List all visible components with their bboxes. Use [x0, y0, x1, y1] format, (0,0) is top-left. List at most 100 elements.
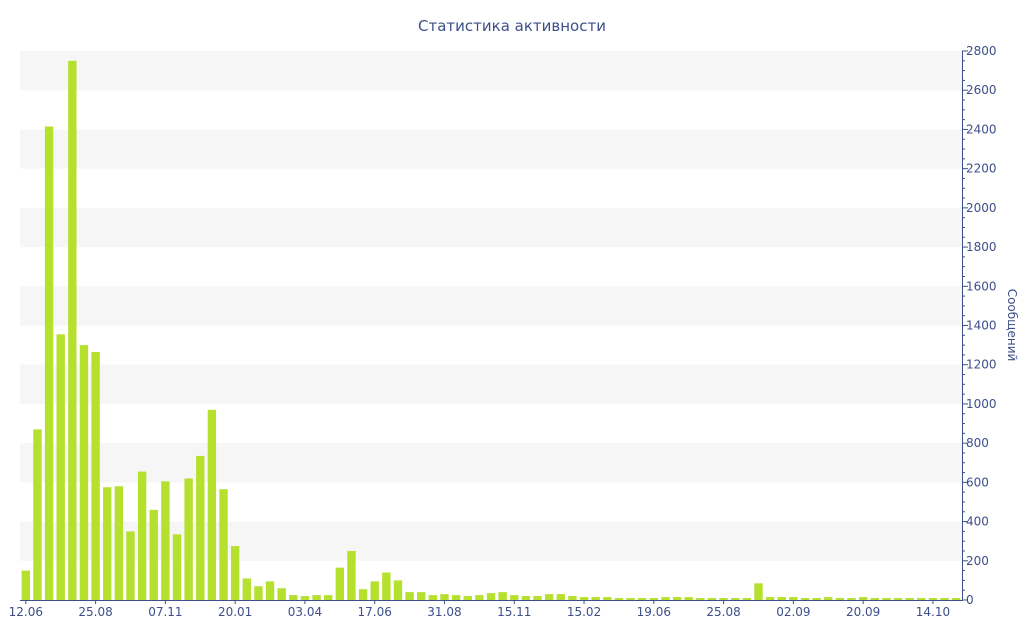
x-tick-label: 20.09 [846, 605, 880, 619]
bars [21, 60, 961, 601]
x-tick-label: 12.06 [9, 605, 43, 619]
bar [765, 597, 775, 600]
bar [347, 550, 356, 600]
bar [498, 592, 507, 600]
bar [870, 598, 879, 600]
y-tick-label: 200 [966, 554, 989, 568]
bar [858, 597, 868, 600]
y-tick-label: 1000 [966, 397, 997, 411]
y-tick-label: 0 [966, 593, 974, 607]
bar [940, 598, 949, 600]
bar [161, 481, 170, 600]
x-tick-label: 03.04 [288, 605, 322, 619]
x-tick-label: 02.09 [776, 605, 810, 619]
bar [417, 592, 426, 600]
bar [219, 489, 228, 600]
x-tick-label: 14.10 [916, 605, 950, 619]
bar [172, 534, 182, 600]
bar [696, 598, 705, 600]
bar [323, 595, 333, 600]
bar [137, 471, 147, 600]
grid-band [20, 364, 962, 404]
bar [603, 597, 612, 600]
y-tick-label: 2800 [966, 44, 997, 58]
bar [242, 578, 251, 600]
y-tick-label: 2000 [966, 201, 997, 215]
bar [591, 597, 600, 600]
bar [312, 595, 321, 600]
bar [91, 351, 100, 600]
bar [812, 598, 821, 600]
bar [207, 409, 217, 600]
x-tick-label: 07.11 [148, 605, 182, 619]
bar [893, 598, 903, 600]
bar [277, 588, 286, 600]
x-tick-label: 17.06 [358, 605, 392, 619]
y-tick-label: 2400 [966, 122, 997, 136]
y-tick-label: 800 [966, 436, 989, 450]
bar [626, 598, 635, 600]
bar [579, 597, 589, 600]
bar [68, 60, 77, 600]
bar [800, 598, 810, 600]
bar [405, 592, 414, 600]
x-tick-label: 25.08 [78, 605, 112, 619]
x-tick-label: 20.01 [218, 605, 252, 619]
x-tick-label: 25.08 [706, 605, 740, 619]
bar [777, 597, 786, 600]
bar [56, 334, 65, 600]
bar [382, 572, 391, 600]
bar [300, 596, 310, 600]
x-tick-label: 19.06 [637, 605, 671, 619]
grid-band [20, 51, 962, 91]
bar [21, 570, 31, 600]
y-tick-label: 1200 [966, 358, 997, 372]
bar [568, 596, 577, 600]
x-tick-label: 31.08 [427, 605, 461, 619]
bar [684, 597, 693, 600]
y-tick-label: 2200 [966, 162, 997, 176]
grid-band [20, 129, 962, 169]
x-tick-label: 15.11 [497, 605, 531, 619]
bar [230, 546, 240, 600]
bar [917, 598, 926, 600]
bar [789, 597, 798, 600]
bar [335, 567, 345, 600]
bar [428, 595, 438, 600]
grid-band [20, 286, 962, 326]
y-tick-label: 1600 [966, 279, 997, 293]
y-tick-label: 600 [966, 475, 989, 489]
bar [672, 597, 682, 600]
bar [661, 597, 670, 600]
bar [103, 487, 112, 600]
bar [114, 486, 124, 600]
bar [254, 586, 263, 600]
bar [44, 126, 54, 601]
x-ticks: 12.06 25.08 07.11 20.01 03.04 17.06 31.08 15.11… [9, 600, 950, 619]
y-ticks: 0 200 400 600 800 1000 1200 1400 1600 1800 2000 220… [962, 44, 997, 607]
bar [33, 429, 42, 600]
bar [754, 583, 763, 600]
x-tick-label: 15.02 [567, 605, 601, 619]
bar [824, 597, 833, 600]
grid-band [20, 443, 962, 483]
bar [370, 581, 379, 600]
bar [637, 598, 647, 600]
bar [475, 595, 484, 600]
bar [719, 598, 728, 600]
bar [707, 598, 717, 600]
bar [882, 598, 891, 600]
chart-title: Статистика активности [418, 17, 606, 35]
bar [126, 531, 135, 600]
bar [649, 598, 659, 600]
bar [928, 598, 938, 600]
bar [184, 478, 193, 600]
bar [521, 596, 531, 600]
bar [556, 594, 565, 600]
bar [393, 580, 403, 600]
bar [742, 598, 752, 600]
grid-bands [20, 51, 962, 561]
bar [510, 595, 519, 600]
bar [440, 594, 449, 600]
